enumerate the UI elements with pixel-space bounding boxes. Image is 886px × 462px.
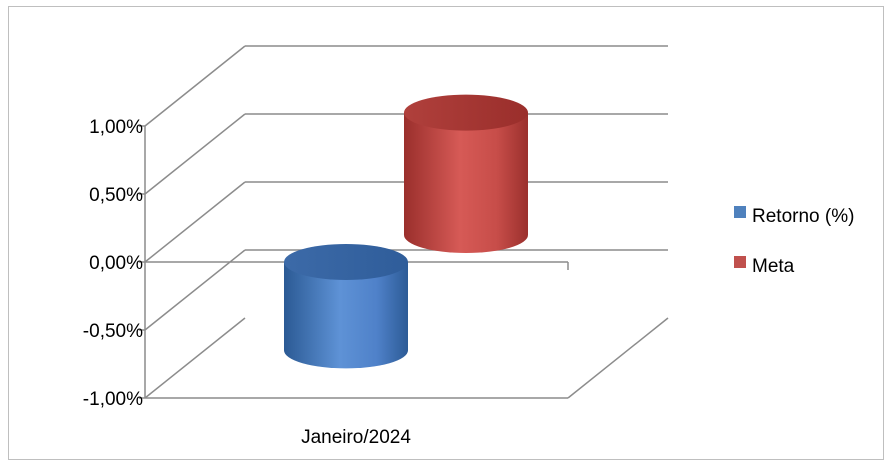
y-tick-label: 0,50%	[89, 185, 143, 206]
legend-swatch	[734, 206, 746, 218]
side-wall-gridline	[144, 181, 246, 263]
side-wall-gridline	[144, 317, 246, 399]
side-wall-gridline	[144, 45, 246, 127]
cylinder-top	[284, 244, 408, 280]
bars	[284, 94, 528, 369]
y-tick-label: 1,00%	[89, 117, 143, 138]
side-wall-gridline	[144, 113, 246, 195]
cylinder-body	[284, 262, 408, 369]
axis-labels: 1,00% 0,50% 0,00% -0,50% -1,00% Janeiro/2024	[83, 117, 412, 448]
floor-right-edge	[567, 317, 669, 399]
x-category-label: Janeiro/2024	[301, 427, 411, 448]
cylinder-top	[404, 94, 528, 131]
cylinder-body	[404, 112, 528, 253]
y-tick-label: 0,00%	[89, 253, 143, 274]
legend-label: Meta	[752, 256, 795, 277]
y-tick-label: -1,00%	[83, 389, 143, 410]
legend: Retorno (%) Meta	[734, 206, 854, 277]
legend-swatch	[734, 256, 746, 268]
cylinder-bar	[404, 94, 528, 253]
cylinder-bar	[284, 244, 408, 369]
side-wall-gridline	[144, 249, 246, 331]
legend-label: Retorno (%)	[752, 206, 854, 227]
y-tick-label: -0,50%	[83, 321, 143, 342]
